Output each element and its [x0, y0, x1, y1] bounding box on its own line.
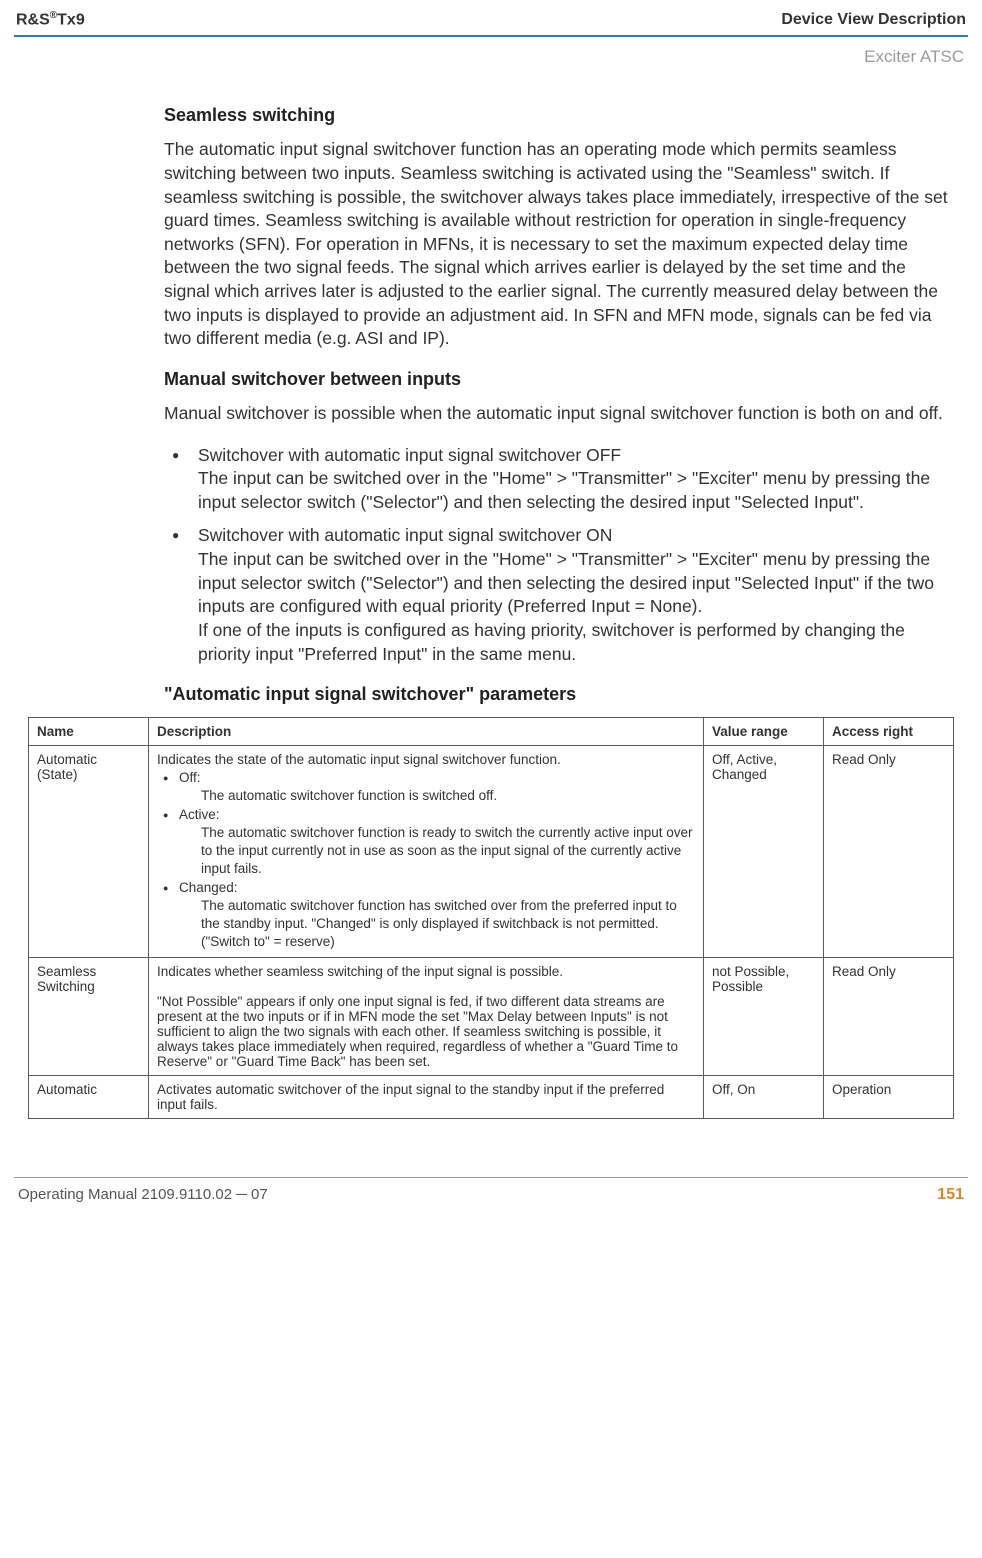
th-name: Name [29, 718, 149, 746]
bullet-text: Switchover with automatic input signal s… [198, 525, 934, 663]
desc-item-text: The automatic switchover function is swi… [179, 787, 695, 805]
cell-access: Read Only [824, 958, 954, 1076]
desc-item-list: Off: The automatic switchover function i… [157, 769, 695, 951]
desc-plain: Indicates whether seamless switching of … [157, 964, 678, 1069]
heading-params: "Automatic input signal switchover" para… [164, 684, 954, 705]
header-bar: R&S®Tx9 Device View Description [14, 10, 968, 31]
product-prefix: R&S [16, 11, 50, 28]
cell-name: Seamless Switching [29, 958, 149, 1076]
para-seamless: The automatic input signal switchover fu… [164, 138, 954, 351]
desc-item: Active: The automatic switchover functio… [157, 806, 695, 879]
heading-manual: Manual switchover between inputs [164, 369, 954, 390]
bullet-text: Switchover with automatic input signal s… [198, 445, 930, 512]
cell-description: Indicates whether seamless switching of … [149, 958, 704, 1076]
cell-description: Indicates the state of the automatic inp… [149, 746, 704, 958]
desc-item-label: Off: [179, 770, 201, 785]
page-root: R&S®Tx9 Device View Description Exciter … [0, 0, 982, 1214]
th-access: Access right [824, 718, 954, 746]
heading-seamless: Seamless switching [164, 105, 954, 126]
desc-item: Changed: The automatic switchover functi… [157, 879, 695, 952]
desc-intro: Indicates the state of the automatic inp… [157, 752, 561, 767]
cell-name: Automatic [29, 1076, 149, 1119]
cell-access: Operation [824, 1076, 954, 1119]
bullet-item: Switchover with automatic input signal s… [164, 524, 954, 666]
desc-plain: Activates automatic switchover of the in… [157, 1082, 664, 1112]
params-table: Name Description Value range Access righ… [28, 717, 954, 1119]
desc-item-label: Changed: [179, 880, 238, 895]
product-name: R&S®Tx9 [16, 10, 85, 29]
page-number: 151 [937, 1186, 964, 1204]
para-manual: Manual switchover is possible when the a… [164, 402, 954, 426]
table-row: Seamless Switching Indicates whether sea… [29, 958, 954, 1076]
main-content: Seamless switching The automatic input s… [164, 105, 954, 705]
footer-line: Operating Manual 2109.9110.02 ─ 07 151 [14, 1178, 968, 1204]
desc-item-label: Active: [179, 807, 220, 822]
desc-item: Off: The automatic switchover function i… [157, 769, 695, 805]
cell-value: Off, Active, Changed [704, 746, 824, 958]
chapter-title: Device View Description [781, 11, 966, 29]
bullet-item: Switchover with automatic input signal s… [164, 444, 954, 515]
table-row: Automatic (State) Indicates the state of… [29, 746, 954, 958]
desc-item-text: The automatic switchover function is rea… [179, 824, 695, 879]
params-table-wrap: Name Description Value range Access righ… [28, 717, 954, 1119]
desc-item-text: The automatic switchover function has sw… [179, 897, 695, 952]
cell-access: Read Only [824, 746, 954, 958]
footer: Operating Manual 2109.9110.02 ─ 07 151 [14, 1177, 968, 1204]
table-header-row: Name Description Value range Access righ… [29, 718, 954, 746]
cell-value: not Possible, Possible [704, 958, 824, 1076]
manual-bullet-list: Switchover with automatic input signal s… [164, 444, 954, 667]
th-description: Description [149, 718, 704, 746]
product-suffix: Tx9 [57, 11, 85, 28]
cell-value: Off, On [704, 1076, 824, 1119]
cell-description: Activates automatic switchover of the in… [149, 1076, 704, 1119]
footer-manual-id: Operating Manual 2109.9110.02 ─ 07 [18, 1186, 268, 1203]
subsection-label: Exciter ATSC [14, 47, 968, 67]
th-value: Value range [704, 718, 824, 746]
header-rule [14, 35, 968, 37]
cell-name: Automatic (State) [29, 746, 149, 958]
table-row: Automatic Activates automatic switchover… [29, 1076, 954, 1119]
